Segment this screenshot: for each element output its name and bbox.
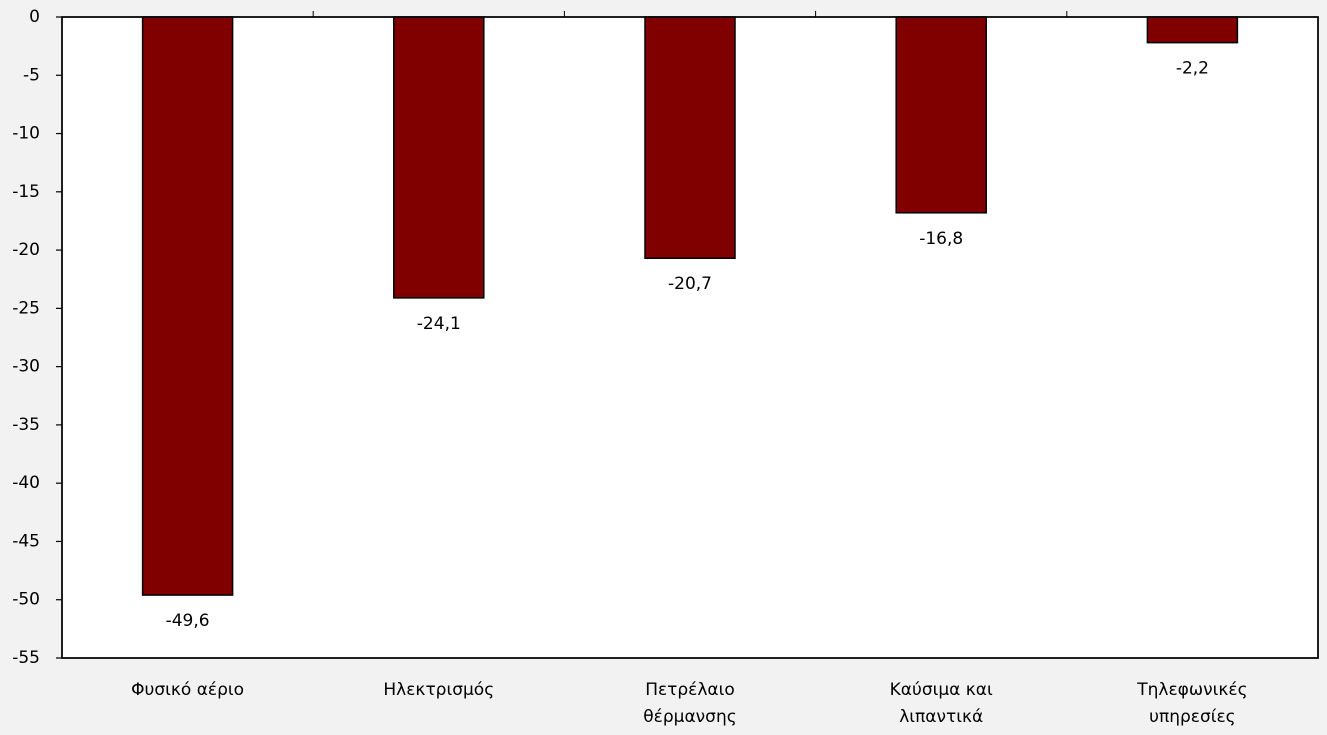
bar	[393, 16, 485, 299]
value-label: -2,2	[1176, 59, 1209, 79]
y-tick-label: -50	[12, 590, 40, 610]
x-tick-label: Πετρέλαιο θέρμανσης	[643, 680, 736, 727]
y-tick-label: -10	[12, 124, 40, 144]
x-tick-label: Τηλεφωνικές υπηρεσίες	[1136, 680, 1247, 727]
y-tick-label: -30	[12, 357, 40, 377]
y-tick-label: 0	[29, 7, 40, 27]
x-tick-label: Καύσιμα και λιπαντικά	[890, 680, 993, 727]
y-tick-label: -45	[12, 531, 40, 551]
y-tick-label: -15	[12, 182, 40, 202]
y-tick-label: -40	[12, 473, 40, 493]
y-tick-label: -35	[12, 415, 40, 435]
plot-area	[61, 16, 1319, 659]
y-tick-label: -5	[23, 65, 40, 85]
bar	[141, 16, 234, 596]
value-label: -49,6	[166, 611, 210, 631]
value-label: -20,7	[668, 274, 712, 294]
x-tick-label: Ηλεκτρισμός	[383, 680, 494, 700]
bar	[1146, 16, 1239, 44]
x-tick-label: Φυσικό αέριο	[131, 680, 244, 700]
y-tick-label: -20	[12, 240, 40, 260]
y-tick-label: -25	[12, 298, 40, 318]
bar	[644, 16, 736, 259]
y-tick-label: -55	[12, 648, 40, 668]
value-label: -16,8	[919, 229, 963, 249]
value-label: -24,1	[417, 314, 461, 334]
bar	[895, 16, 987, 214]
